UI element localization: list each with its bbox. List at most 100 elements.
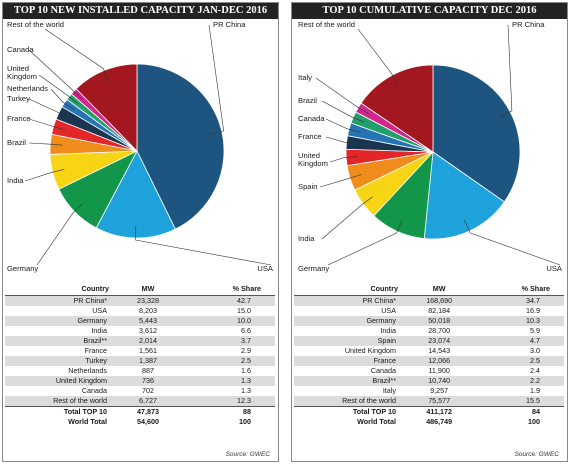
table-row: Brazil** 10,740 2.2 xyxy=(294,376,564,386)
share-cell: 5.9 xyxy=(530,326,540,335)
mw-cell: 1,387 xyxy=(115,356,182,366)
table-row: United Kingdom 14,543 3.0 xyxy=(294,346,564,356)
slice-label-netherlands: Netherlands xyxy=(7,84,48,93)
leader-line-usa xyxy=(464,220,561,266)
table-row: Germany 5,443 10.0 xyxy=(5,316,275,326)
country-cell: Rest of the world xyxy=(294,396,404,407)
slice-label-pr-china: PR China xyxy=(213,20,246,29)
leader-line-united-kingdom xyxy=(38,74,79,105)
column-header-country: Country xyxy=(294,283,404,296)
slice-label-germany: Germany xyxy=(298,264,329,273)
slice-label-pr-china: PR China xyxy=(512,20,545,29)
table-row: India 28,700 5.9 xyxy=(294,326,564,336)
pie-slices xyxy=(345,64,521,240)
country-cell: Spain xyxy=(294,336,404,346)
data-table-cumulative-capacity: Country MW% Share PR China* 168,690 34.7 USA 8… xyxy=(294,283,564,427)
share-cell: 2.4 xyxy=(530,366,540,375)
share-cell: 4.7 xyxy=(474,336,564,346)
table-row: United Kingdom 736 1.3 xyxy=(5,376,275,386)
table-row: Rest of the world 75,577 15.5 xyxy=(294,396,564,407)
slice-label-brazil: Brazil xyxy=(298,96,317,105)
country-cell: France xyxy=(84,346,107,355)
table-row: USA 82,184 16.9 xyxy=(294,306,564,316)
mw-cell: 2,014 xyxy=(115,336,182,346)
country-cell: Netherlands xyxy=(68,366,107,375)
share-cell: 16.9 xyxy=(526,306,540,315)
leader-line-france xyxy=(325,136,359,145)
share-cell: 3.0 xyxy=(530,346,540,355)
table-row: Canada 11,900 2.4 xyxy=(294,366,564,376)
column-header-mw: MW xyxy=(404,283,475,296)
mw-cell: 5,443 xyxy=(115,316,182,326)
share-cell: 2.9 xyxy=(241,346,251,355)
mw-cell: 14,543 xyxy=(428,346,451,355)
pie-slices xyxy=(49,63,225,239)
mw-cell: 1,561 xyxy=(139,346,157,355)
table-row: PR China* 168,690 34.7 xyxy=(294,295,564,306)
share-cell: 6.6 xyxy=(241,326,251,335)
leader-line-netherlands xyxy=(50,88,75,110)
country-cell: United Kingdom xyxy=(344,346,396,355)
table-row: Rest of the world 6,727 12.3 xyxy=(5,396,275,407)
data-table-new-capacity: Country MW% Share PR China* 23,328 42.7 USA 8,… xyxy=(5,283,275,427)
country-cell: Germany xyxy=(294,316,404,326)
column-header-country: Country xyxy=(5,283,115,296)
table-row: USA 8,203 15.0 xyxy=(5,306,275,316)
mw-cell: 23,074 xyxy=(404,336,475,346)
slice-label-united-kingdom: United Kingdom xyxy=(298,151,328,168)
share-cell: 1.6 xyxy=(241,366,251,375)
slice-label-usa: USA xyxy=(546,264,563,273)
column-header-mw: MW xyxy=(115,283,182,296)
share-cell: 100 xyxy=(528,417,540,426)
source-note: Source: GWEC xyxy=(225,451,270,458)
country-cell: United Kingdom xyxy=(5,376,115,386)
country-cell: USA xyxy=(381,306,396,315)
table-row: India 3,612 6.6 xyxy=(5,326,275,336)
column-header-share: % Share xyxy=(474,283,564,296)
mw-cell: 12,066 xyxy=(404,356,475,366)
slice-label-canada: Canada xyxy=(298,114,325,123)
leader-line-france xyxy=(28,118,66,131)
table-row: Spain 23,074 4.7 xyxy=(294,336,564,346)
table-row: Total TOP 10 47,873 88 xyxy=(5,406,275,417)
slice-label-usa: USA xyxy=(257,264,274,273)
mw-cell: 8,203 xyxy=(139,306,157,315)
table-row: Italy 9,257 1.9 xyxy=(294,386,564,396)
pie-chart-cumulative-capacity: PR China USA Germany India Spain United Kingdo… xyxy=(298,20,563,273)
column-header-share: % Share xyxy=(181,283,275,296)
new-capacity-panel: TOP 10 NEW INSTALLED CAPACITY JAN-DEC 20… xyxy=(2,2,279,462)
mw-cell: 28,700 xyxy=(428,326,451,335)
table-row: Total TOP 10 411,172 84 xyxy=(294,406,564,417)
mw-cell: 887 xyxy=(142,366,154,375)
mw-cell: 168,690 xyxy=(404,295,475,306)
share-cell: 15.0 xyxy=(237,306,251,315)
slice-label-united-kingdom: United Kingdom xyxy=(7,64,37,81)
share-cell: 12.3 xyxy=(181,396,275,407)
mw-cell: 9,257 xyxy=(430,386,449,395)
leader-line-pr-china xyxy=(499,24,513,118)
table-row: World Total 54,600 100 xyxy=(5,417,275,427)
table-header-row: Country MW% Share xyxy=(294,283,564,296)
leader-line-canada xyxy=(28,49,83,100)
share-cell: 10.3 xyxy=(474,316,564,326)
share-cell: 15.5 xyxy=(474,396,564,407)
mw-cell: 50,018 xyxy=(404,316,475,326)
country-cell: Turkey xyxy=(5,356,115,366)
country-cell: Brazil** xyxy=(5,336,115,346)
mw-cell: 11,900 xyxy=(428,366,450,375)
country-cell: USA xyxy=(92,306,107,315)
slice-label-france: France xyxy=(298,132,322,141)
slice-label-italy: Italy xyxy=(298,73,312,82)
source-note: Source: GWEC xyxy=(514,451,559,458)
country-cell: France xyxy=(294,356,404,366)
leader-line-canada xyxy=(325,118,361,133)
table-row: World Total 486,749 100 xyxy=(294,417,564,427)
mw-cell: 47,873 xyxy=(115,406,182,417)
country-cell: India xyxy=(380,326,396,335)
country-cell: Total TOP 10 xyxy=(5,406,115,417)
share-cell: 34.7 xyxy=(474,295,564,306)
mw-cell: 82,184 xyxy=(428,306,451,315)
mw-cell: 3,612 xyxy=(139,326,157,335)
cumulative-capacity-panel: TOP 10 CUMULATIVE CAPACITY DEC 2016 PR C… xyxy=(291,2,568,462)
share-cell: 3.7 xyxy=(181,336,275,346)
